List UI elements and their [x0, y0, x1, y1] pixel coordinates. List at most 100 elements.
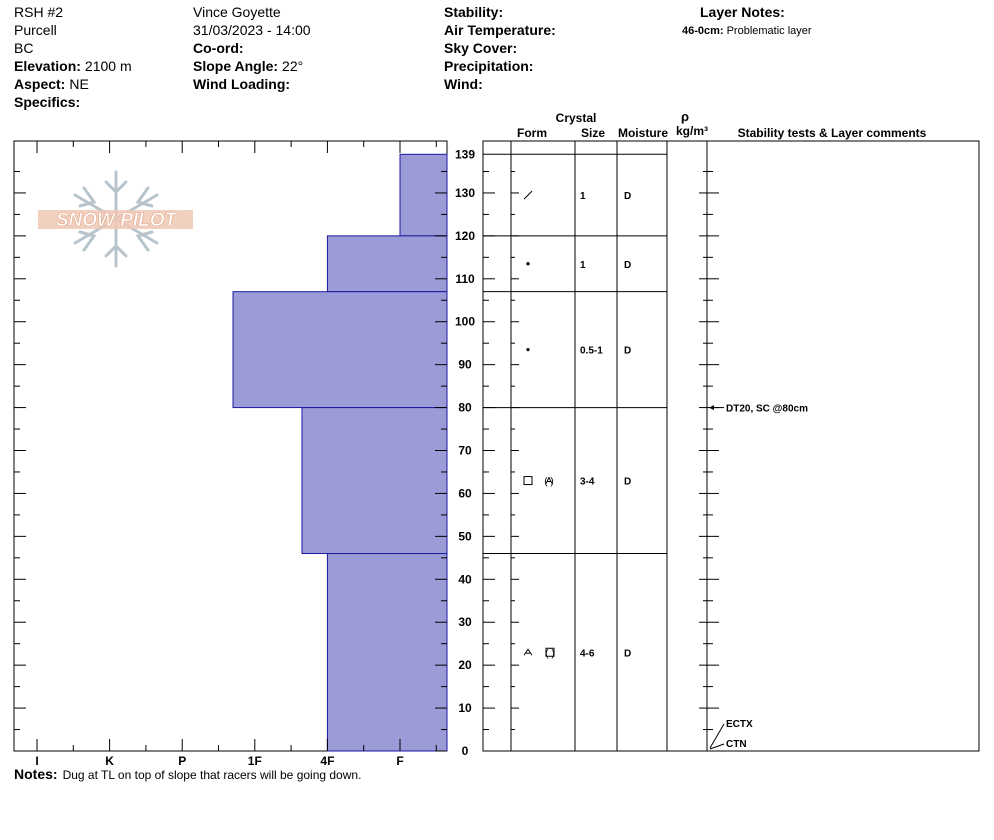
hardness-tick-label: I [35, 754, 38, 768]
stability-test-label: ECTX [726, 719, 753, 730]
height-axis: 0 10 20 30 40 50 60 70 80 90 100 110 120 130 139 [14, 147, 475, 758]
depth-hoar-form-icon [545, 476, 553, 484]
pit-name: RSH #2 [14, 4, 63, 20]
layer-table: 1 D1 D0.5-1 D( ) 3-4 D( ) 4-6 D [482, 140, 980, 752]
snowpilot-logo: SNOW PILOT [38, 170, 193, 268]
notes-row: Notes: Dug at TL on top of slope that rac… [14, 766, 361, 782]
height-tick-label: 10 [458, 701, 472, 715]
hardness-tick-label: F [396, 754, 403, 768]
size-header: Size [581, 126, 605, 140]
table-frame [482, 140, 980, 752]
sky-cover-label: Sky Cover: [444, 40, 517, 56]
layer-size: 1 [580, 191, 586, 202]
stability-header: Stability tests & Layer comments [738, 126, 927, 140]
height-tick-label: 110 [455, 272, 475, 286]
stability-test-label: DT20, SC @80cm [726, 404, 808, 415]
form-paren-icon: ( ) [545, 648, 554, 659]
height-tick-label: 90 [458, 358, 472, 372]
observation-datetime: 31/03/2023 - 14:00 [193, 22, 311, 38]
elevation-value: 2100 m [85, 58, 132, 74]
height-tick-label: 130 [455, 186, 475, 200]
watermark-text: SNOW PILOT [56, 210, 178, 231]
hardness-tick-label: 1F [248, 754, 262, 768]
header: RSH #2 Purcell BC Elevation: 2100 m Aspec… [14, 4, 812, 110]
layer-note-text: Problematic layer [727, 25, 812, 37]
height-tick-label: 40 [458, 572, 472, 586]
stability-tests: DT20, SC @80cm ECTX CTN [709, 404, 808, 750]
hardness-tick-label: 4F [320, 754, 334, 768]
layer-bar [399, 153, 448, 237]
watermark-band [38, 210, 193, 229]
faceted-form-icon [545, 647, 555, 657]
layer-bar [326, 235, 448, 293]
crystal-header: Crystal [556, 111, 597, 125]
elevation-label: Elevation: [14, 58, 81, 74]
depth-hoar-form-icon [523, 648, 533, 656]
specifics-label: Specifics: [14, 94, 80, 110]
layer-bar [232, 291, 448, 409]
height-tick-label: 60 [458, 486, 472, 500]
slope-row: Slope Angle: 22° [193, 58, 303, 74]
coord-label: Co-ord: [193, 40, 244, 56]
form-header: Form [517, 126, 547, 140]
hardness-tick-label: K [105, 754, 114, 768]
test-arrow [709, 723, 725, 749]
layer-note-range: 46-0cm: [682, 25, 724, 37]
faceted-form-icon [523, 476, 533, 486]
stability-label: Stability: [444, 4, 503, 20]
decomposing-form-icon [523, 190, 533, 200]
region-name: BC [14, 40, 33, 56]
rounded-form-icon [526, 262, 530, 266]
layer-size: 0.5-1 [580, 346, 603, 357]
height-tick-label: 120 [455, 229, 475, 243]
density-unit-header: kg/m³ [676, 124, 708, 138]
air-temperature-label: Air Temperature: [444, 22, 556, 38]
layer-moisture: D [624, 477, 631, 488]
hardness-layers [232, 153, 448, 752]
rho-header: ρ [681, 109, 689, 124]
height-tick-label: 50 [458, 529, 472, 543]
height-tick-label: 139 [455, 147, 475, 161]
table-ticks [483, 170, 719, 752]
wind-label: Wind: [444, 76, 483, 92]
layer-size: 3-4 [580, 477, 595, 488]
layer-moisture: D [624, 648, 631, 659]
layer-bar [326, 553, 448, 752]
hardness-tick-label: P [178, 754, 186, 768]
notes-label: Notes: [14, 766, 58, 782]
aspect-row: Aspect: NE [14, 76, 89, 92]
layer-moisture: D [624, 260, 631, 271]
height-tick-label: 80 [458, 401, 472, 415]
elevation-row: Elevation: 2100 m [14, 58, 132, 74]
layer-size: 4-6 [580, 648, 595, 659]
arrow-head-icon [709, 405, 714, 411]
wind-loading-label: Wind Loading: [193, 76, 290, 92]
height-tick-label: 100 [455, 315, 475, 329]
slope-label: Slope Angle: [193, 58, 278, 74]
height-tick-label: 70 [458, 444, 472, 458]
range-name: Purcell [14, 22, 57, 38]
observer-name: Vince Goyette [193, 4, 281, 20]
layer-note-row: 46-0cm: Problematic layer [682, 25, 812, 37]
notes-text: Dug at TL on top of slope that racers wi… [63, 768, 362, 782]
layer-moisture: D [624, 191, 631, 202]
stability-test-label: CTN [726, 739, 747, 750]
aspect-value: NE [69, 76, 88, 92]
moisture-header: Moisture [618, 126, 668, 140]
layer-size: 1 [580, 260, 586, 271]
layer-moisture: D [624, 346, 631, 357]
precipitation-label: Precipitation: [444, 58, 533, 74]
rounded-form-icon [526, 348, 530, 352]
slope-value: 22° [282, 58, 303, 74]
column-headers: Crystal Form Size Moisture ρ kg/m³ Stabi… [517, 109, 927, 140]
hardness-axis: I K P 1F 4F F [35, 141, 437, 768]
aspect-label: Aspect: [14, 76, 65, 92]
height-tick-label: 20 [458, 658, 472, 672]
height-tick-label: 0 [462, 744, 469, 758]
layer-rows: 1 D1 D0.5-1 D( ) 3-4 D( ) 4-6 D [483, 153, 667, 659]
layer-notes-label: Layer Notes: [700, 4, 785, 20]
height-tick-label: 30 [458, 615, 472, 629]
layer-bar [301, 407, 448, 555]
test-arrow [709, 743, 725, 750]
